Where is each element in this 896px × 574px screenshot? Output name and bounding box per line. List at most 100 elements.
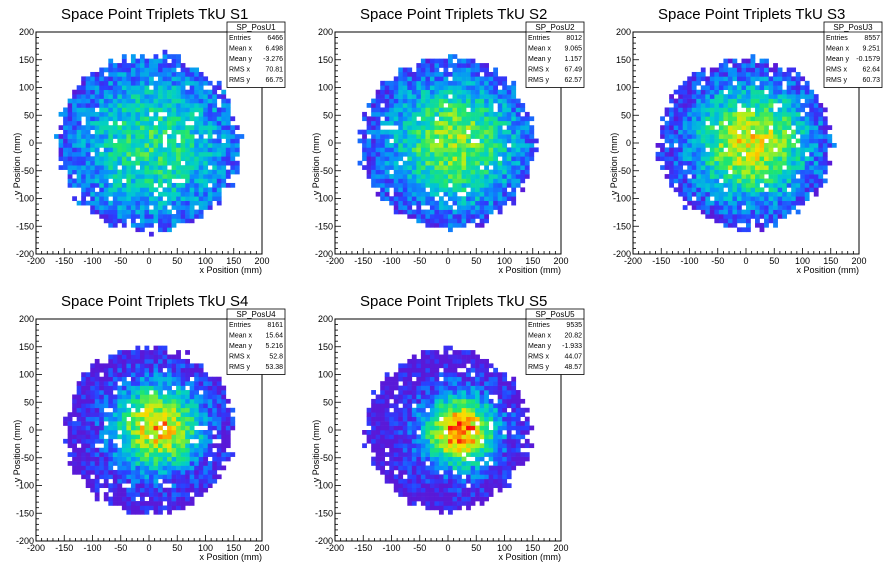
histogram-bin bbox=[144, 350, 150, 355]
histogram-bin bbox=[475, 80, 480, 86]
histogram-bin bbox=[180, 138, 186, 144]
histogram-bin bbox=[108, 372, 114, 378]
x-tick-label: -200 bbox=[27, 256, 45, 266]
histogram-bin bbox=[736, 125, 742, 130]
histogram-bin bbox=[90, 182, 96, 188]
histogram-bin bbox=[185, 416, 190, 422]
histogram-bin bbox=[669, 129, 674, 135]
histogram-bin bbox=[149, 151, 154, 157]
histogram-bin bbox=[678, 116, 684, 122]
histogram-bin bbox=[452, 85, 458, 91]
histogram-bin bbox=[732, 89, 738, 95]
histogram-bin bbox=[135, 209, 141, 215]
histogram-bin bbox=[117, 71, 123, 77]
histogram-bin bbox=[117, 191, 123, 197]
histogram-bin bbox=[714, 71, 720, 77]
histogram-bin bbox=[380, 421, 386, 426]
histogram-bin bbox=[389, 465, 395, 471]
histogram-bin bbox=[416, 129, 422, 135]
histogram-bin bbox=[112, 483, 118, 489]
histogram-bin bbox=[130, 381, 136, 386]
histogram-bin bbox=[149, 421, 154, 426]
histogram-bin bbox=[687, 103, 693, 108]
histogram-bin bbox=[103, 496, 109, 502]
histogram-bin bbox=[736, 156, 742, 162]
histogram-bin bbox=[687, 94, 693, 99]
stats-row-value: -0.1579 bbox=[856, 56, 880, 63]
histogram-bin bbox=[384, 425, 390, 431]
histogram-bin bbox=[429, 200, 435, 206]
histogram-bin bbox=[139, 209, 145, 215]
histogram-bin bbox=[135, 474, 141, 480]
histogram-bin bbox=[126, 178, 132, 184]
histogram-bin bbox=[180, 398, 186, 404]
histogram-bin bbox=[457, 103, 462, 108]
histogram-bin bbox=[112, 214, 118, 219]
histogram-bin bbox=[393, 200, 399, 206]
histogram-bin bbox=[121, 222, 127, 228]
histogram-bin bbox=[103, 438, 109, 444]
histogram-bin bbox=[682, 147, 688, 153]
histogram-bin bbox=[144, 407, 150, 413]
histogram-bin bbox=[452, 174, 458, 179]
histogram-bin bbox=[112, 80, 118, 86]
histogram-bin bbox=[755, 85, 760, 91]
histogram-bin bbox=[457, 67, 462, 73]
histogram-bin bbox=[466, 178, 471, 184]
histogram-bin bbox=[176, 125, 181, 130]
histogram-bin bbox=[139, 120, 145, 126]
histogram-bin bbox=[380, 89, 386, 95]
histogram-bin bbox=[139, 447, 145, 453]
histogram-bin bbox=[502, 76, 508, 82]
histogram-bin bbox=[149, 80, 154, 86]
histogram-bin bbox=[135, 398, 141, 404]
histogram-bin bbox=[497, 191, 503, 197]
histogram-bin bbox=[773, 209, 778, 215]
stats-row-label: Mean y bbox=[826, 56, 849, 63]
histogram-bin bbox=[117, 465, 123, 471]
histogram-bin bbox=[813, 174, 819, 179]
histogram-bin bbox=[813, 182, 819, 188]
histogram-bin bbox=[506, 120, 512, 126]
histogram-bin bbox=[216, 116, 222, 122]
histogram-bin bbox=[81, 385, 87, 391]
histogram-bin bbox=[497, 174, 503, 179]
histogram-bin bbox=[448, 116, 453, 122]
histogram-bin bbox=[402, 120, 408, 126]
histogram-bin bbox=[484, 80, 489, 86]
histogram-bin bbox=[126, 103, 132, 108]
histogram-bin bbox=[429, 134, 435, 139]
histogram-bin bbox=[709, 111, 715, 117]
histogram-bin bbox=[144, 461, 150, 466]
histogram-bin bbox=[58, 156, 64, 162]
histogram-bin bbox=[149, 381, 154, 386]
chart-title: Space Point Triplets TkU S3 bbox=[658, 6, 845, 23]
histogram-bin bbox=[524, 129, 530, 135]
histogram-bin bbox=[384, 89, 390, 95]
histogram-bin bbox=[103, 191, 109, 197]
histogram-bin bbox=[791, 80, 797, 86]
histogram-bin bbox=[416, 85, 422, 91]
histogram-bin bbox=[176, 182, 181, 188]
histogram-bin bbox=[180, 165, 186, 170]
histogram-bin bbox=[371, 178, 376, 184]
histogram-bin bbox=[466, 196, 471, 202]
histogram-bin bbox=[67, 438, 73, 444]
histogram-bin bbox=[112, 394, 118, 400]
histogram-bin bbox=[72, 452, 77, 457]
histogram-bin bbox=[389, 116, 395, 122]
histogram-bin bbox=[502, 169, 508, 175]
histogram-bin bbox=[768, 94, 774, 99]
histogram-bin bbox=[112, 94, 118, 99]
histogram-bin bbox=[407, 187, 413, 193]
histogram-bin bbox=[94, 147, 100, 153]
histogram-bin bbox=[804, 165, 810, 170]
histogram-bin bbox=[203, 434, 209, 440]
histogram-bin bbox=[171, 151, 177, 157]
histogram-bin bbox=[497, 134, 503, 139]
histogram-bin bbox=[384, 98, 390, 104]
histogram-bin bbox=[380, 416, 386, 422]
stats-row-value: 52.8 bbox=[269, 354, 283, 361]
histogram-bin bbox=[375, 103, 381, 108]
histogram-bin bbox=[99, 483, 105, 489]
